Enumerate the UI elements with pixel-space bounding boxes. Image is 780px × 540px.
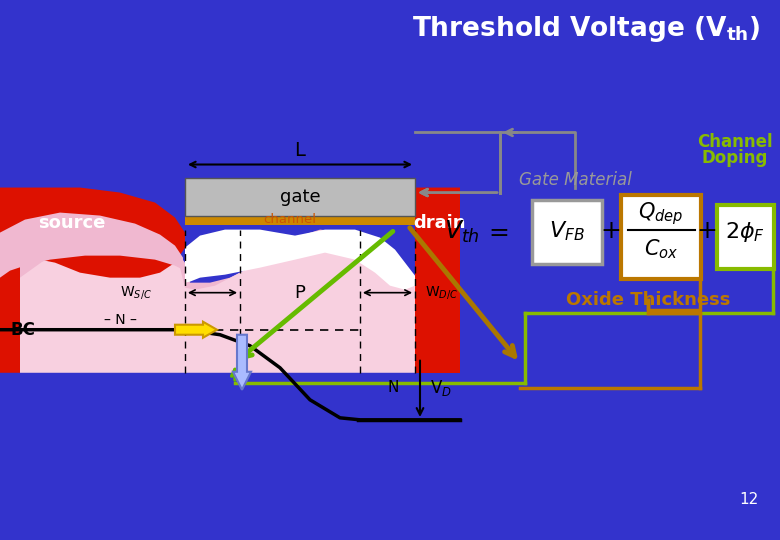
FancyBboxPatch shape bbox=[717, 205, 774, 268]
Polygon shape bbox=[20, 238, 460, 373]
Text: $C_{ox}$: $C_{ox}$ bbox=[644, 238, 678, 261]
Text: $V_{FB}$: $V_{FB}$ bbox=[549, 220, 585, 244]
Polygon shape bbox=[415, 187, 460, 373]
Text: Gate Material: Gate Material bbox=[519, 171, 632, 188]
Text: $2\phi_F$: $2\phi_F$ bbox=[725, 220, 765, 244]
Bar bbox=[185, 215, 415, 225]
Text: P: P bbox=[295, 284, 306, 302]
Text: W$_{D/C}$: W$_{D/C}$ bbox=[425, 284, 459, 301]
Text: $V_{th}$: $V_{th}$ bbox=[444, 219, 480, 245]
Text: L: L bbox=[295, 140, 306, 159]
Text: $+$: $+$ bbox=[696, 220, 716, 243]
Text: W$_{S/C}$: W$_{S/C}$ bbox=[120, 284, 152, 301]
Polygon shape bbox=[20, 222, 460, 343]
Text: N: N bbox=[388, 380, 399, 395]
Text: gate: gate bbox=[280, 187, 321, 206]
FancyArrow shape bbox=[233, 335, 251, 390]
Bar bbox=[185, 178, 415, 215]
Polygon shape bbox=[415, 187, 460, 373]
FancyArrow shape bbox=[175, 322, 217, 338]
Polygon shape bbox=[0, 213, 183, 278]
Text: channel: channel bbox=[264, 213, 317, 226]
Text: 12: 12 bbox=[739, 492, 758, 507]
Text: $=$: $=$ bbox=[484, 220, 509, 243]
Text: Channel: Channel bbox=[697, 133, 773, 152]
Text: Doping: Doping bbox=[702, 148, 768, 166]
Text: BC: BC bbox=[10, 321, 35, 339]
Text: – N –: – N – bbox=[104, 313, 136, 327]
FancyBboxPatch shape bbox=[621, 194, 701, 279]
Polygon shape bbox=[185, 230, 415, 289]
Text: $Q_{dep}$: $Q_{dep}$ bbox=[638, 200, 683, 227]
Text: Oxide Thickness: Oxide Thickness bbox=[566, 291, 730, 309]
Text: source: source bbox=[38, 214, 105, 232]
Text: $+$: $+$ bbox=[600, 220, 620, 243]
FancyBboxPatch shape bbox=[532, 200, 602, 264]
Polygon shape bbox=[0, 187, 185, 373]
Text: V$_D$: V$_D$ bbox=[430, 378, 452, 398]
Text: Threshold Voltage (V$_{\mathbf{th}}$): Threshold Voltage (V$_{\mathbf{th}}$) bbox=[412, 14, 760, 44]
Text: drain: drain bbox=[413, 214, 466, 232]
